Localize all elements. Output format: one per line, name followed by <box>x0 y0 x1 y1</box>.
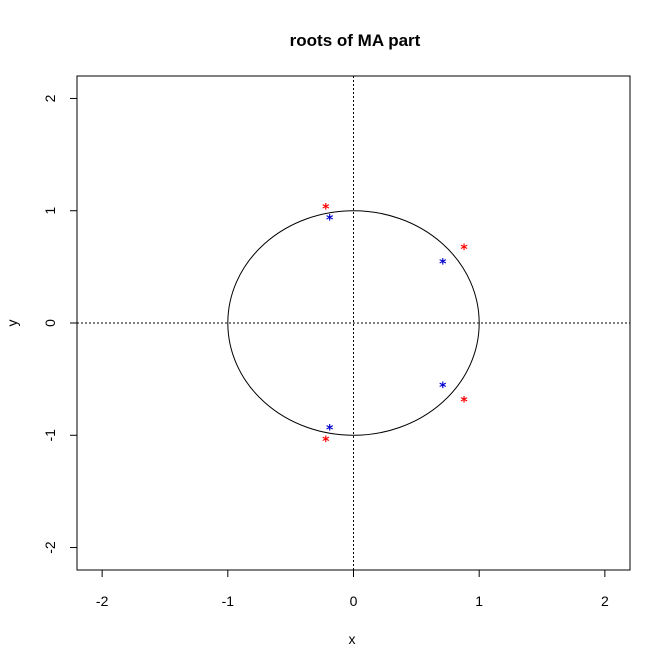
root-point-marker: * <box>439 256 447 272</box>
x-tick-label: 2 <box>601 593 609 609</box>
x-tick-label: 0 <box>350 593 358 609</box>
x-axis-label: x <box>349 631 356 647</box>
root-point-marker: * <box>460 394 468 410</box>
root-point-marker: * <box>322 201 330 217</box>
x-axis: -2 -1 0 1 2 <box>96 570 609 609</box>
root-point-marker: * <box>326 423 334 439</box>
y-tick-label: 1 <box>42 207 58 215</box>
root-point-marker: * <box>460 242 468 258</box>
chart-title: roots of MA part <box>290 31 421 50</box>
x-tick-label: -1 <box>222 593 235 609</box>
y-axis: -2 -1 0 1 2 <box>42 94 77 554</box>
y-tick-label: -1 <box>42 429 58 442</box>
unit-circle <box>227 210 480 436</box>
y-tick-label: -2 <box>42 541 58 554</box>
root-point-marker: * <box>322 434 330 450</box>
x-tick-label: -2 <box>96 593 109 609</box>
y-tick-label: 0 <box>42 319 58 327</box>
plot-layer: ******** <box>77 76 630 570</box>
x-tick-label: 1 <box>475 593 483 609</box>
y-axis-label: y <box>4 320 20 327</box>
y-tick-label: 2 <box>42 94 58 102</box>
root-point-marker: * <box>439 380 447 396</box>
root-point-marker: * <box>326 213 334 229</box>
